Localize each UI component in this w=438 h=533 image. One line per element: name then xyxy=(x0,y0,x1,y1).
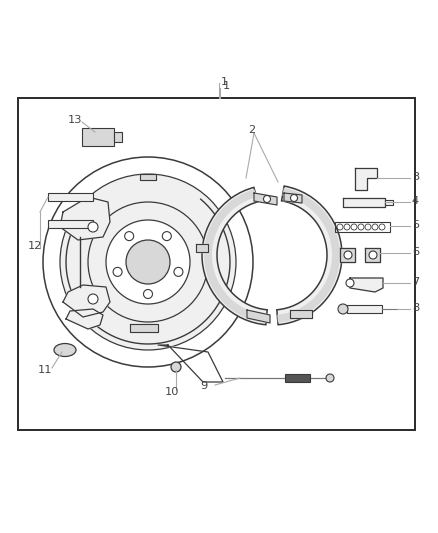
Polygon shape xyxy=(284,193,302,203)
Text: 9: 9 xyxy=(200,381,207,391)
Polygon shape xyxy=(130,324,158,332)
Bar xyxy=(347,305,382,313)
Text: 10: 10 xyxy=(165,387,180,397)
Ellipse shape xyxy=(171,362,181,372)
Text: 3: 3 xyxy=(412,172,419,182)
Bar xyxy=(48,220,93,228)
Text: 13: 13 xyxy=(68,115,82,125)
Text: 1: 1 xyxy=(223,81,230,91)
Circle shape xyxy=(264,196,271,203)
Polygon shape xyxy=(140,174,156,180)
Bar xyxy=(385,200,393,205)
Polygon shape xyxy=(63,285,110,317)
Polygon shape xyxy=(350,278,383,292)
Circle shape xyxy=(346,279,354,287)
Polygon shape xyxy=(290,310,312,318)
Circle shape xyxy=(88,294,98,304)
Text: 5: 5 xyxy=(412,220,419,230)
Circle shape xyxy=(60,174,236,350)
Text: 1: 1 xyxy=(221,77,228,87)
Polygon shape xyxy=(66,309,103,329)
Bar xyxy=(82,128,114,146)
Wedge shape xyxy=(277,188,340,323)
Circle shape xyxy=(88,222,98,232)
Circle shape xyxy=(290,195,297,201)
Text: 7: 7 xyxy=(412,277,419,287)
Ellipse shape xyxy=(54,343,76,357)
Circle shape xyxy=(113,268,122,277)
Polygon shape xyxy=(158,345,223,382)
Text: 11: 11 xyxy=(38,365,53,375)
Polygon shape xyxy=(196,244,208,252)
Bar xyxy=(18,98,415,430)
Circle shape xyxy=(126,240,170,284)
Text: 6: 6 xyxy=(412,247,419,257)
Text: 8: 8 xyxy=(412,303,419,313)
Polygon shape xyxy=(365,248,380,262)
Bar xyxy=(48,193,93,201)
Circle shape xyxy=(162,232,171,240)
Wedge shape xyxy=(204,189,267,323)
Polygon shape xyxy=(254,193,277,205)
Bar xyxy=(335,222,390,232)
Bar xyxy=(114,132,122,142)
Circle shape xyxy=(338,304,348,314)
Circle shape xyxy=(369,251,377,259)
Polygon shape xyxy=(343,198,385,207)
Text: 2: 2 xyxy=(248,125,255,135)
Polygon shape xyxy=(340,248,355,262)
Circle shape xyxy=(144,289,152,298)
Bar xyxy=(285,374,310,382)
Polygon shape xyxy=(247,310,270,323)
Polygon shape xyxy=(60,197,110,240)
Circle shape xyxy=(125,232,134,240)
Polygon shape xyxy=(355,168,377,190)
Circle shape xyxy=(174,268,183,277)
Circle shape xyxy=(106,220,190,304)
Circle shape xyxy=(344,251,352,259)
Text: 4: 4 xyxy=(412,196,419,206)
Wedge shape xyxy=(202,188,267,325)
Text: 12: 12 xyxy=(28,241,42,251)
Wedge shape xyxy=(277,186,342,325)
Circle shape xyxy=(326,374,334,382)
